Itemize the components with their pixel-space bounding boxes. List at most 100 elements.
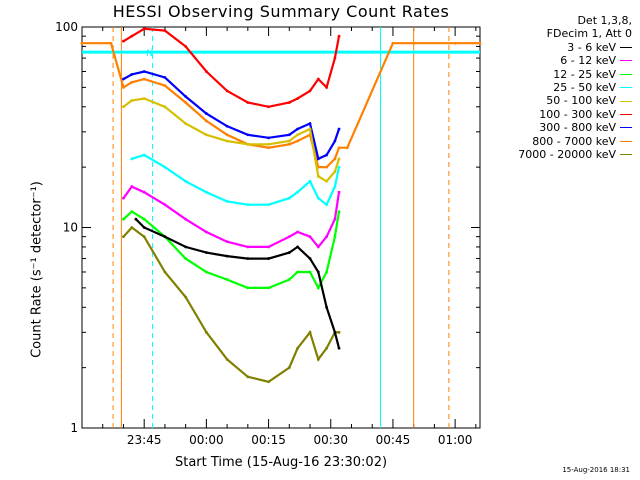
data-point bbox=[296, 245, 299, 249]
data-point bbox=[204, 190, 208, 194]
data-point bbox=[122, 105, 125, 109]
data-point bbox=[122, 217, 125, 221]
data-point bbox=[225, 254, 229, 258]
data-point bbox=[337, 34, 341, 38]
data-point bbox=[246, 375, 250, 379]
data-point bbox=[142, 27, 146, 31]
legend-swatch bbox=[620, 73, 632, 75]
data-point bbox=[225, 133, 229, 137]
data-point bbox=[296, 190, 299, 194]
data-point bbox=[325, 85, 329, 89]
legend-entry: 7000 - 20000 keV bbox=[518, 148, 632, 161]
data-point bbox=[333, 139, 337, 143]
data-point bbox=[122, 39, 125, 43]
series-line bbox=[122, 27, 341, 108]
data-point bbox=[184, 295, 188, 299]
data-point bbox=[316, 270, 320, 274]
data-point bbox=[337, 165, 341, 169]
legend-entry-label: 50 - 100 keV bbox=[546, 94, 616, 108]
data-point bbox=[267, 105, 270, 109]
data-point bbox=[204, 330, 208, 334]
data-point bbox=[163, 165, 167, 169]
data-point bbox=[296, 270, 299, 274]
legend-swatch bbox=[620, 100, 632, 102]
data-point bbox=[412, 41, 416, 45]
data-point bbox=[325, 165, 329, 169]
data-point bbox=[267, 257, 270, 260]
data-point bbox=[184, 179, 188, 183]
data-point bbox=[204, 119, 208, 123]
legend-entries: 3 - 6 keV 6 - 12 keV 12 - 25 keV 25 - 50 ke… bbox=[518, 41, 632, 162]
data-point bbox=[225, 278, 229, 281]
data-point bbox=[337, 330, 341, 334]
legend-entry: 6 - 12 keV bbox=[518, 54, 632, 67]
data-point bbox=[267, 203, 270, 207]
data-point bbox=[267, 146, 270, 150]
data-point bbox=[204, 112, 208, 115]
data-point bbox=[287, 142, 291, 146]
data-point bbox=[316, 286, 320, 290]
data-point bbox=[308, 330, 312, 334]
data-point bbox=[184, 245, 188, 249]
data-point bbox=[142, 153, 146, 157]
data-point bbox=[287, 101, 291, 104]
data-point bbox=[184, 45, 188, 48]
data-point bbox=[267, 245, 270, 249]
data-point bbox=[184, 101, 188, 104]
legend-entry-label: 7000 - 20000 keV bbox=[518, 148, 616, 162]
data-point bbox=[337, 146, 341, 150]
data-point bbox=[80, 41, 84, 45]
data-point bbox=[142, 217, 146, 221]
legend-entry: 3 - 6 keV bbox=[518, 41, 632, 54]
legend-entry-label: 300 - 800 keV bbox=[539, 121, 616, 135]
data-point bbox=[163, 84, 167, 88]
data-point bbox=[308, 89, 312, 93]
data-point bbox=[325, 153, 329, 157]
data-point bbox=[163, 105, 167, 109]
data-point bbox=[267, 136, 270, 140]
legend-swatch bbox=[620, 127, 632, 129]
legend-swatch bbox=[620, 87, 632, 89]
data-point bbox=[296, 133, 299, 137]
data-point bbox=[246, 133, 250, 137]
plot-frame bbox=[81, 26, 481, 429]
data-point bbox=[163, 29, 167, 32]
data-point bbox=[130, 73, 134, 76]
legend-entry: 100 - 300 keV bbox=[518, 108, 632, 121]
legend-swatch bbox=[620, 114, 632, 116]
legend-entry: 50 - 100 keV bbox=[518, 94, 632, 107]
data-point bbox=[287, 133, 291, 137]
data-point bbox=[325, 270, 329, 274]
legend-header-1: Det 1,3,8, bbox=[577, 14, 632, 27]
y-tick-label: 10 bbox=[63, 221, 78, 235]
series-line bbox=[131, 153, 341, 207]
data-point bbox=[204, 230, 208, 234]
data-point bbox=[308, 127, 312, 131]
data-point bbox=[296, 97, 299, 100]
data-point bbox=[296, 230, 299, 234]
data-point bbox=[130, 34, 134, 38]
data-point bbox=[204, 270, 208, 274]
data-point bbox=[122, 77, 125, 81]
data-point bbox=[184, 257, 188, 260]
x-tick-label: 01:00 bbox=[438, 433, 473, 447]
data-point bbox=[287, 278, 291, 281]
x-tick-label: 00:45 bbox=[376, 433, 411, 447]
data-point bbox=[267, 286, 270, 290]
data-point bbox=[246, 257, 250, 260]
data-point bbox=[225, 124, 229, 128]
data-point bbox=[246, 286, 250, 290]
data-point bbox=[308, 270, 312, 274]
data-point bbox=[287, 235, 291, 239]
data-point bbox=[204, 133, 208, 137]
data-point bbox=[337, 127, 341, 131]
data-point bbox=[333, 157, 337, 161]
data-point bbox=[316, 77, 320, 81]
data-point bbox=[267, 142, 270, 146]
data-point bbox=[345, 146, 349, 150]
data-point bbox=[184, 95, 188, 98]
data-point bbox=[225, 139, 229, 143]
x-tick-label: 23:45 bbox=[127, 433, 162, 447]
data-point bbox=[142, 190, 146, 194]
